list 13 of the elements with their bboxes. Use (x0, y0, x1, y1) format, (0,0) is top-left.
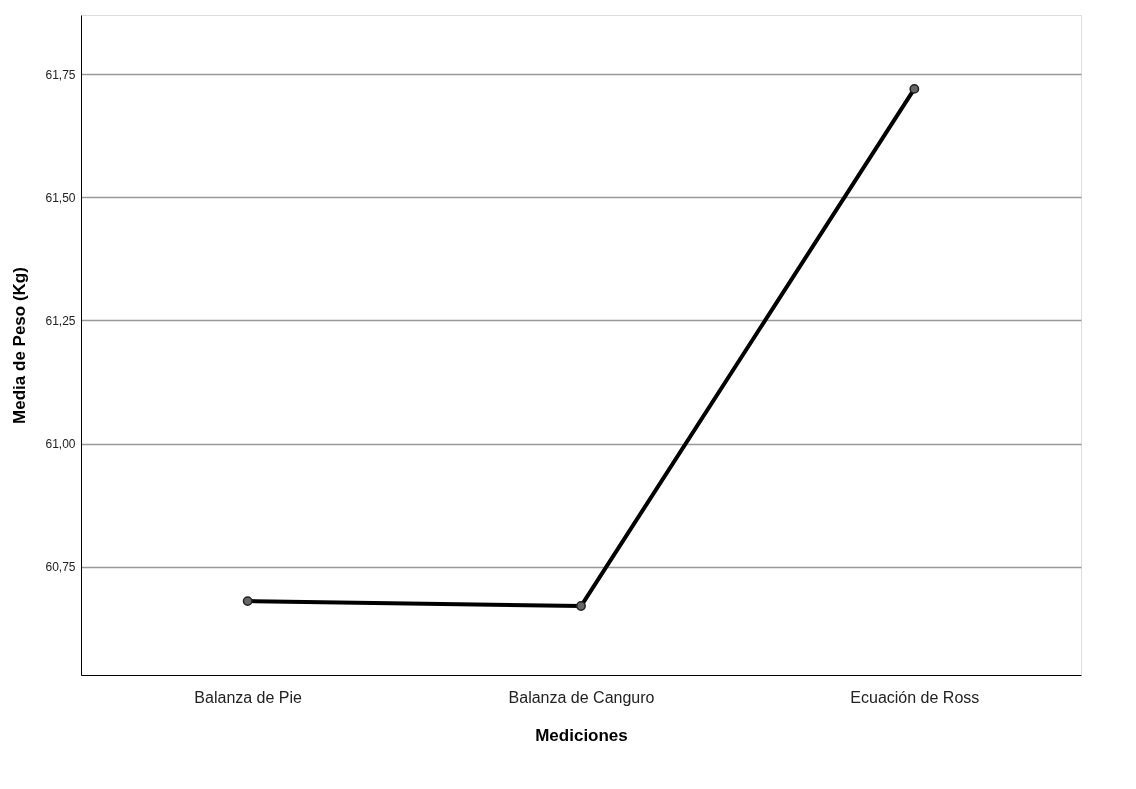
y-tick-label: 60,75 (45, 560, 76, 575)
x-tick-label: Balanza de Canguro (508, 688, 655, 706)
y-tick-label: 61,00 (45, 437, 76, 452)
y-tick-label: 61,25 (45, 313, 76, 328)
point (242, 596, 253, 607)
point (909, 83, 920, 94)
y-tick-label: 61,75 (45, 67, 76, 82)
x-tick-label: Ecuación de Ross (850, 688, 980, 706)
point (576, 601, 586, 611)
y-tick-label: 61,50 (45, 190, 76, 205)
y-axis-title: Media de Peso (Kg) (10, 267, 30, 424)
x-tick-label: Balanza de Pie (194, 688, 303, 706)
x-axis-title: Mediciones (535, 725, 628, 745)
